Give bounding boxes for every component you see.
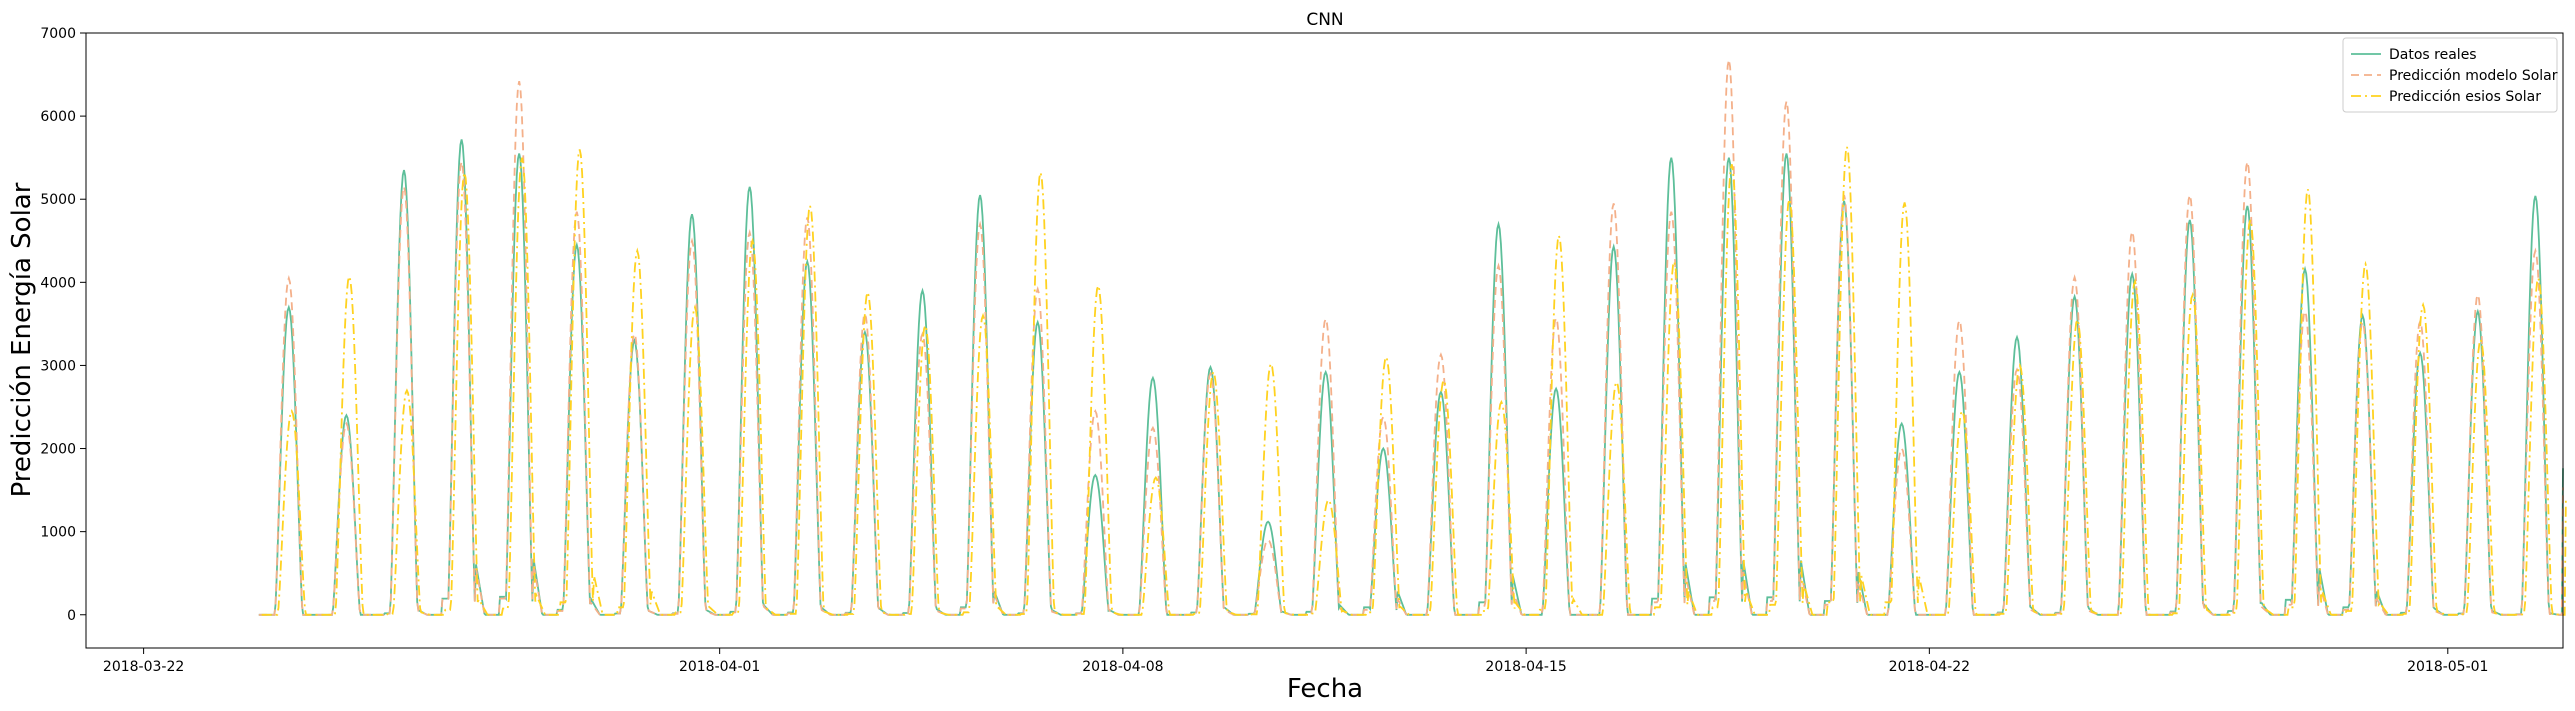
- y-tick-label: 0: [67, 608, 76, 624]
- y-tick-label: 2000: [40, 442, 76, 458]
- legend-label: Predicción modelo Solar: [2389, 68, 2558, 84]
- y-axis: 0 1000 2000 3000 4000 5000 6000 7000: [40, 26, 86, 624]
- series-line: [258, 139, 2564, 616]
- plot-area: [85, 32, 2567, 649]
- legend-label: Predicción esios Solar: [2389, 89, 2541, 105]
- chart-title: CNN: [1306, 10, 1343, 30]
- x-tick-label: 2018-04-01: [679, 659, 760, 675]
- x-tick-label: 2018-05-01: [2407, 659, 2488, 675]
- series-line: [258, 59, 2564, 616]
- y-axis-label: Predicción Energía Solar: [7, 182, 37, 497]
- y-tick-label: 7000: [40, 26, 76, 42]
- x-axis-label: Fecha: [1287, 674, 1363, 704]
- y-tick-label: 6000: [40, 109, 76, 125]
- x-tick-label: 2018-03-22: [103, 659, 184, 675]
- y-tick-label: 1000: [40, 525, 76, 541]
- x-tick-label: 2018-04-22: [1889, 659, 1970, 675]
- series-group: [258, 59, 2567, 616]
- series-line: [261, 146, 2567, 616]
- x-tick-label: 2018-04-15: [1485, 659, 1566, 675]
- legend-label: Datos reales: [2389, 47, 2477, 63]
- plot-frame: [85, 32, 2564, 649]
- legend: Datos reales Predicción modelo Solar Predi…: [2342, 37, 2558, 113]
- x-tick-label: 2018-04-08: [1082, 659, 1163, 675]
- y-tick-label: 4000: [40, 275, 76, 291]
- x-axis: 2018-03-22 2018-04-01 2018-04-08 2018-04-15…: [103, 648, 2488, 675]
- y-tick-label: 5000: [40, 192, 76, 208]
- y-tick-label: 3000: [40, 358, 76, 374]
- legend-box: [2342, 37, 2558, 113]
